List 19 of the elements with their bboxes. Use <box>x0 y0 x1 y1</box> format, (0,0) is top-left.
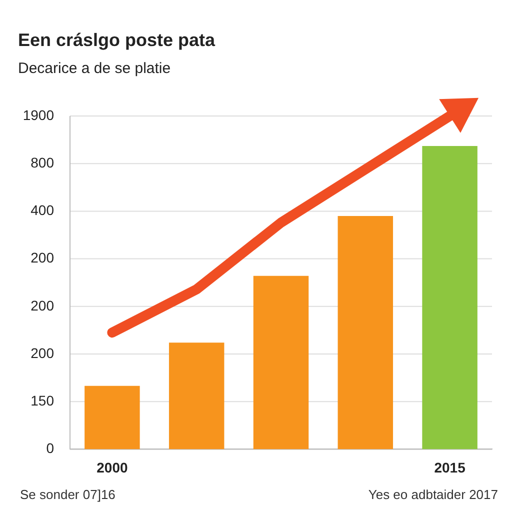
text: 150 <box>30 392 54 408</box>
text: 200 <box>30 344 54 361</box>
bar <box>422 146 478 450</box>
text: 0 <box>46 440 54 456</box>
bar <box>168 342 224 450</box>
bar <box>253 276 309 450</box>
x-tick-label: 2015 <box>434 459 466 476</box>
x-tick-label: 2000 <box>96 459 128 476</box>
text: 200 <box>30 250 54 266</box>
text: Se sonder 07]16 <box>20 487 116 502</box>
text: 400 <box>30 202 54 218</box>
chart-subtitle: Decarice a de se platie <box>18 60 171 77</box>
bar <box>338 216 394 450</box>
chart-title: Een cráslgo poste pata <box>18 30 216 51</box>
text: 1900 <box>22 106 54 123</box>
text: 800 <box>30 154 54 170</box>
bar <box>84 386 140 450</box>
text: 200 <box>30 297 54 314</box>
text: Yes eo adbtaider 2017 <box>368 487 498 502</box>
